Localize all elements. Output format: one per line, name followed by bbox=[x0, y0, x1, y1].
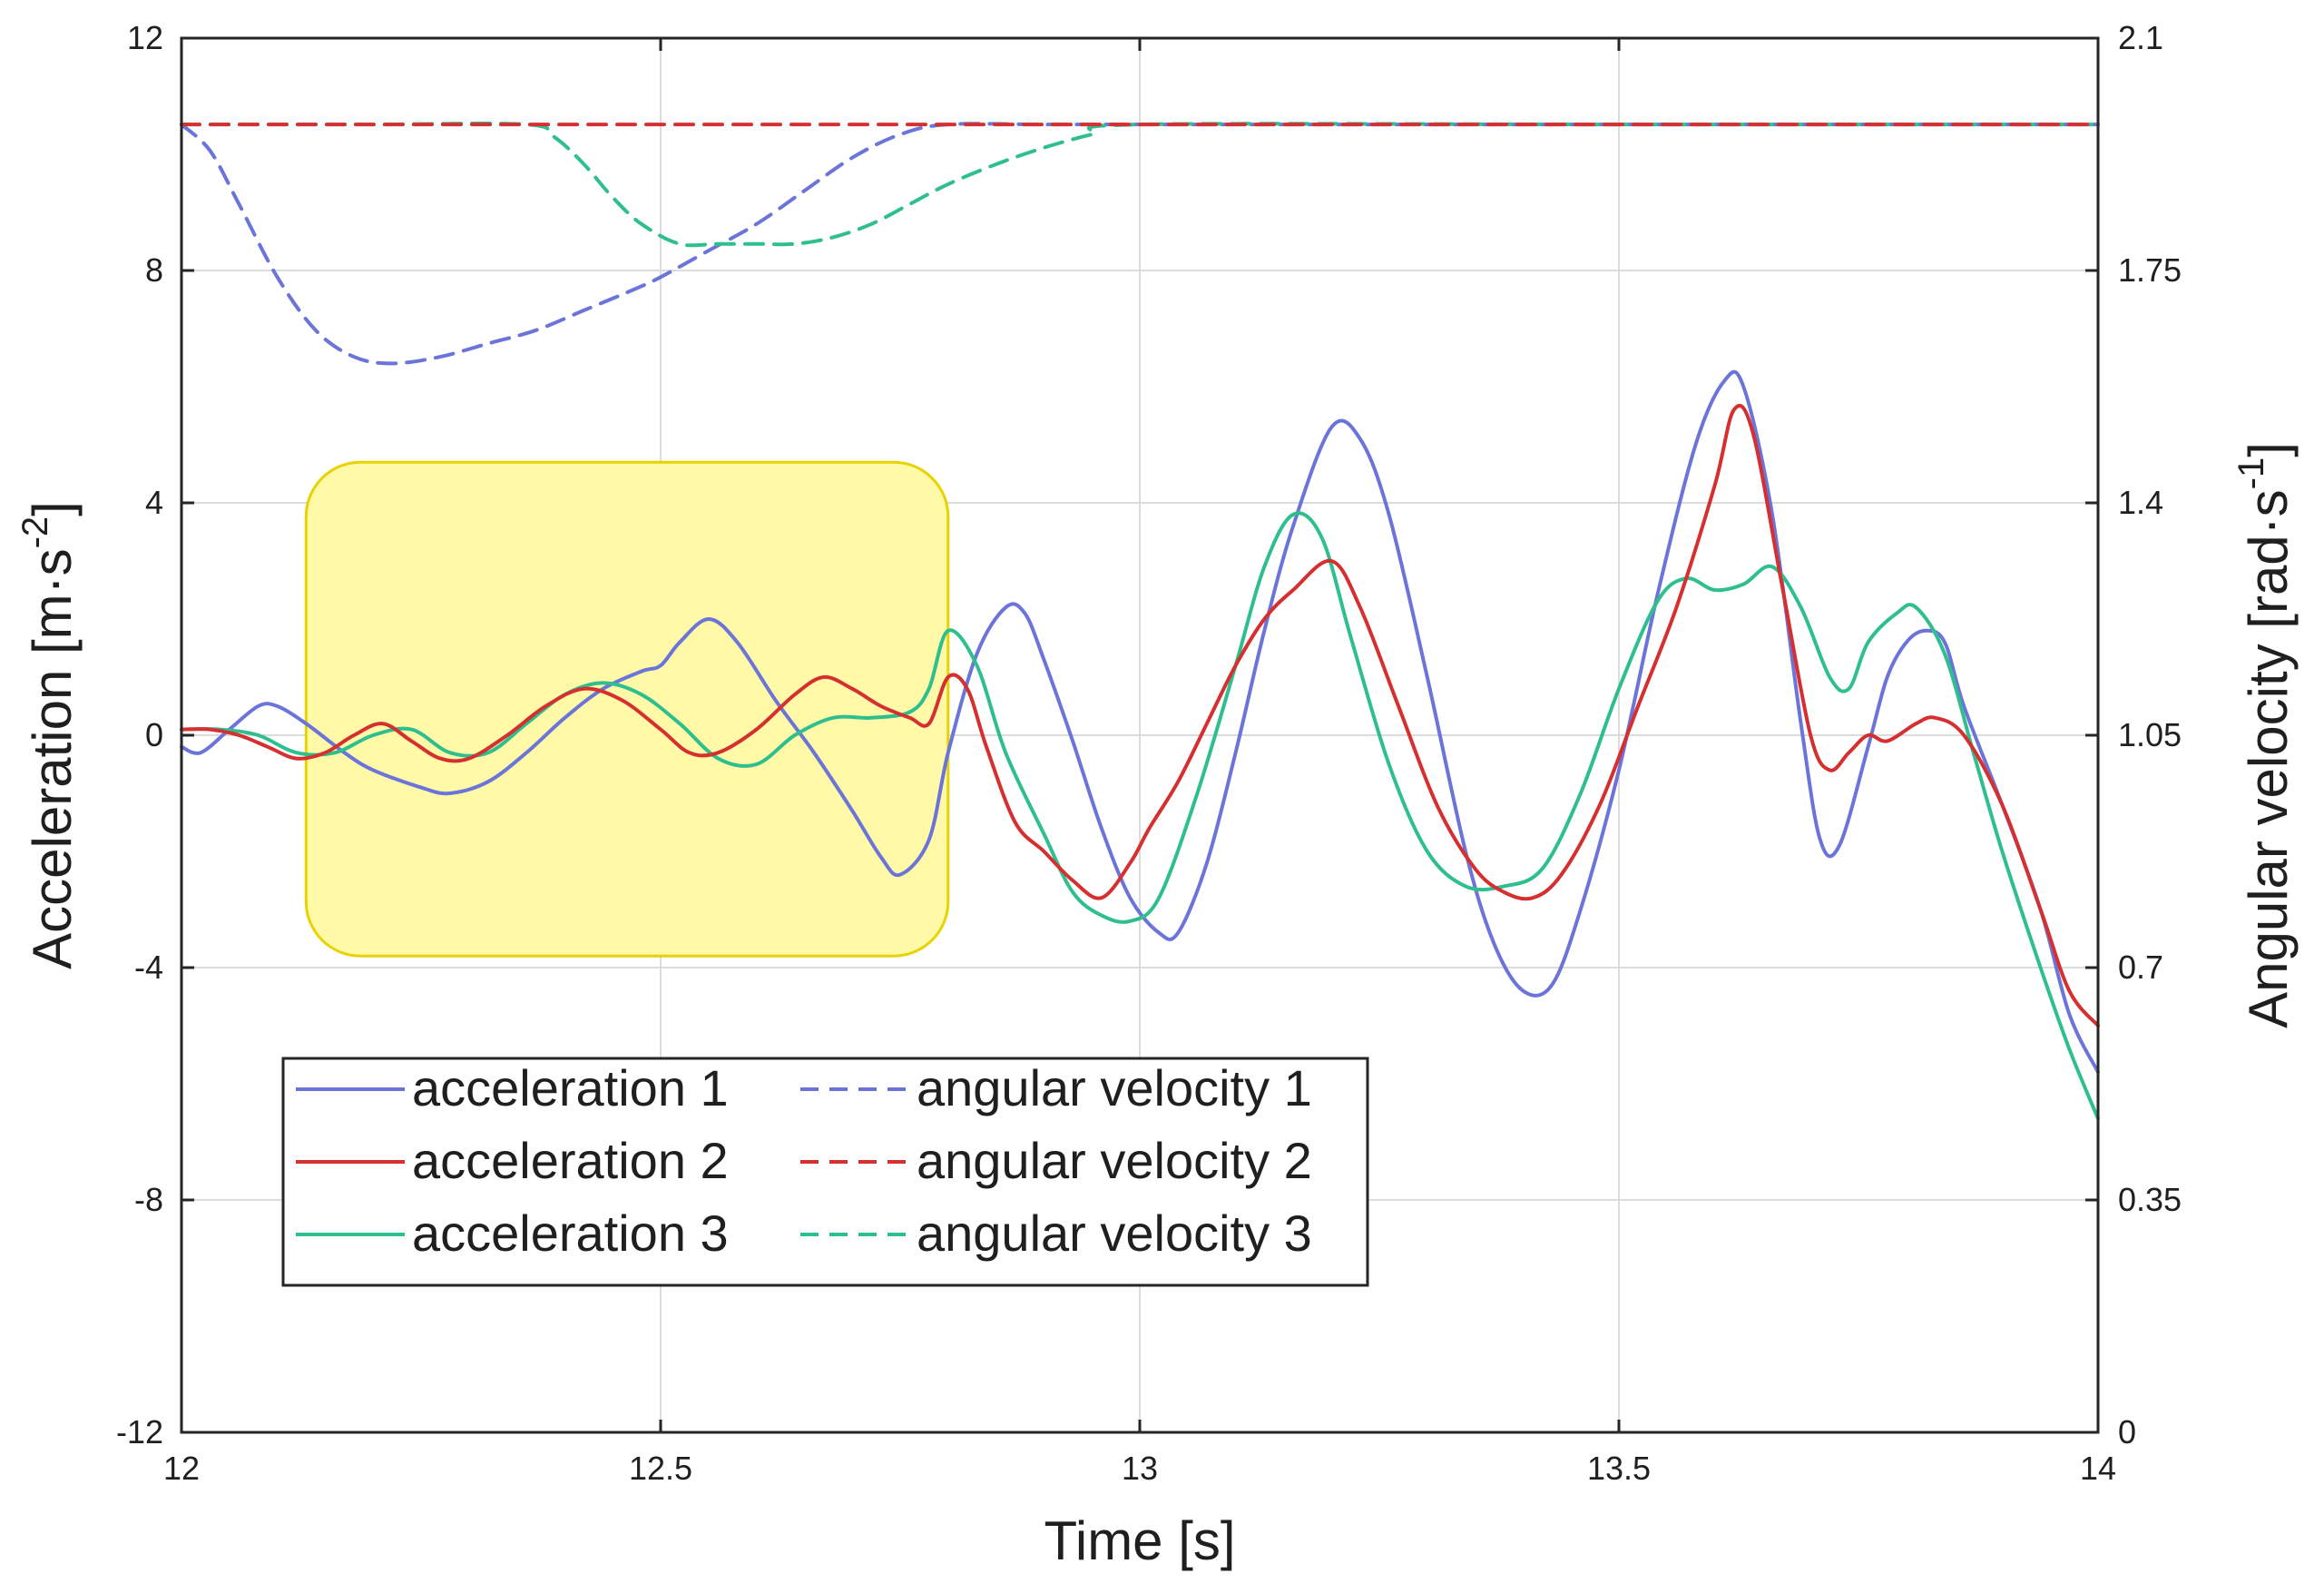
y-right-tick-label: 1.05 bbox=[2118, 716, 2182, 753]
y-right-axis-title: Angular velocity [rad·s-1] bbox=[2231, 442, 2299, 1028]
series-line-acceleration-1 bbox=[180, 369, 2100, 1075]
y-right-tick-label: 0 bbox=[2118, 1413, 2136, 1450]
y-right-title-end: ] bbox=[2238, 442, 2299, 457]
y-left-tick-label: 8 bbox=[145, 251, 163, 289]
legend-label: angular velocity 1 bbox=[917, 1059, 1312, 1116]
legend-label: acceleration 1 bbox=[412, 1059, 729, 1116]
legend-label: angular velocity 2 bbox=[917, 1132, 1312, 1189]
y-left-tick-label: 12 bbox=[127, 19, 163, 56]
y-left-tick-label: -8 bbox=[134, 1181, 163, 1218]
legend-box bbox=[281, 1057, 1369, 1287]
x-tick-label: 12 bbox=[163, 1450, 200, 1487]
highlight-region bbox=[304, 460, 950, 958]
series-line-acceleration-2 bbox=[180, 404, 2100, 1028]
y-left-tick-label: 0 bbox=[145, 716, 163, 753]
y-left-tick-label: -4 bbox=[134, 949, 163, 986]
y-left-title-sup: -2 bbox=[15, 516, 55, 549]
y-left-title-end: ] bbox=[22, 501, 83, 516]
legend-label: acceleration 3 bbox=[412, 1205, 729, 1262]
x-tick-label: 12.5 bbox=[629, 1450, 692, 1487]
legend: acceleration 1 acceleration 2 acceleration… bbox=[281, 1057, 1369, 1287]
plot-lines bbox=[180, 121, 2100, 1121]
y-left-axis-title: Acceleration [m·s-2] bbox=[15, 501, 83, 969]
ticks: 12 12.5 13 13.5 14 -12 -8 -4 0 4 8 12 0 0.35 0.7 1.05 1.… bbox=[116, 19, 2182, 1487]
series-line-acceleration-3 bbox=[180, 511, 2100, 1121]
y-right-title-main: Angular velocity [rad·s bbox=[2238, 489, 2299, 1028]
y-right-tick-label: 0.7 bbox=[2118, 949, 2163, 986]
y-right-tick-label: 0.35 bbox=[2118, 1181, 2182, 1218]
x-tick-label: 13.5 bbox=[1587, 1450, 1651, 1487]
x-tick-label: 14 bbox=[2080, 1450, 2116, 1487]
y-right-title-sup: -1 bbox=[2231, 457, 2271, 490]
y-right-tick-label: 2.1 bbox=[2118, 19, 2163, 56]
legend-label: angular velocity 3 bbox=[917, 1205, 1312, 1262]
y-left-tick-label: 4 bbox=[145, 484, 163, 521]
y-left-title-main: Acceleration [m·s bbox=[22, 548, 83, 969]
y-right-tick-label: 1.4 bbox=[2118, 484, 2163, 521]
legend-label: acceleration 2 bbox=[412, 1132, 729, 1189]
y-right-tick-label: 1.75 bbox=[2118, 251, 2182, 289]
x-tick-label: 13 bbox=[1122, 1450, 1158, 1487]
x-axis-title: Time [s] bbox=[1044, 1510, 1235, 1571]
y-left-tick-label: -12 bbox=[116, 1413, 163, 1450]
series-line-angular-velocity-1 bbox=[180, 122, 2100, 366]
